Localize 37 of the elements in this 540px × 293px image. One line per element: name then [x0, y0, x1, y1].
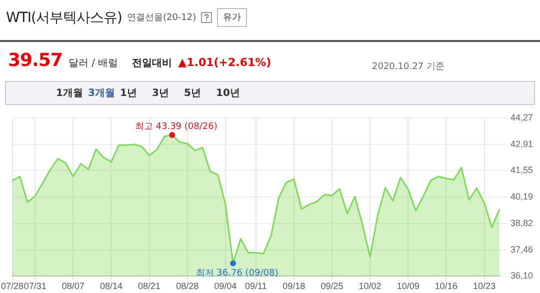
text: 2020.10.27 기준: [372, 61, 444, 73]
text: 5년: [184, 87, 201, 100]
x-tick-label: 09/11: [244, 281, 267, 292]
x-tick-label: 10/09: [396, 281, 420, 292]
y-tick-label: 40,19: [510, 191, 534, 202]
annotation: 최고 43.39 (08/26): [134, 122, 218, 132]
x-tick-label: 09/04: [214, 281, 237, 292]
text: 전일대비: [132, 57, 172, 70]
text: ▲1.01(+2.61%): [178, 56, 272, 69]
x-tick-label: 07/28: [0, 281, 24, 292]
text: 10년: [216, 87, 240, 100]
text: 3년: [152, 87, 169, 100]
y-tick-label: 44,27: [510, 112, 534, 122]
text: 1개월: [56, 87, 83, 100]
text: 1년: [120, 87, 137, 100]
x-tick-label: 10/02: [358, 281, 382, 292]
chart-title: WTI(서부텍사스유): [6, 8, 122, 26]
text: 3개월: [88, 87, 115, 100]
x-tick-label: 08/14: [100, 281, 122, 292]
y-tick-label: 42,91: [510, 138, 534, 149]
annotation: 최저 36.76 (09/08): [196, 268, 278, 278]
y-tick-label: 38,82: [510, 218, 534, 228]
x-tick-label: 09/18: [282, 281, 306, 292]
y-tick-label: 37,46: [510, 244, 534, 254]
x-tick-label: 08/07: [62, 281, 84, 292]
text: 유가: [217, 8, 248, 27]
x-tick-label: 10/23: [472, 281, 496, 292]
x-tick-label: 09/25: [320, 281, 344, 292]
x-tick-label: 08/21: [138, 281, 161, 292]
x-tick-label: 07/31: [24, 281, 46, 292]
x-tick-label: 10/16: [434, 281, 458, 292]
chart-subtitle: 연결선물(20-12): [126, 12, 196, 24]
text: 달러 / 배럴: [68, 57, 118, 70]
x-tick-label: 08/28: [176, 281, 199, 292]
y-tick-label: 36,10: [510, 270, 534, 281]
y-tick-label: 41,55: [510, 165, 534, 176]
text: 39.57: [8, 50, 62, 71]
